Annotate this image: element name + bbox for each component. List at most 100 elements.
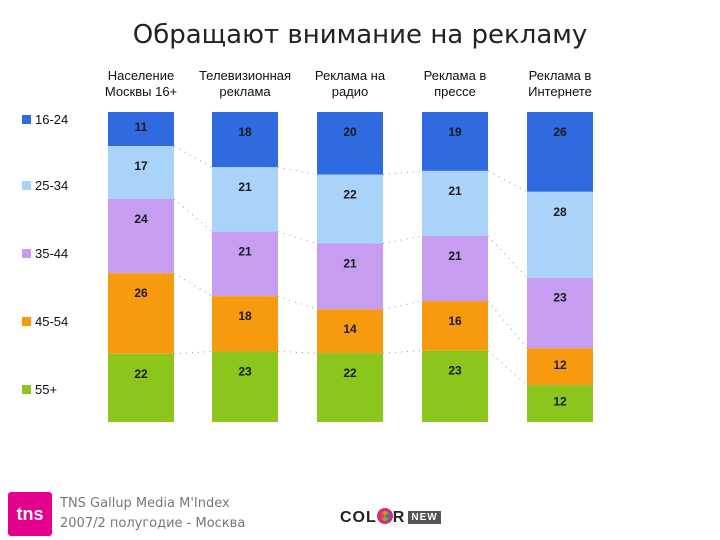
data-label: 22 xyxy=(343,188,357,202)
series-connector-line xyxy=(277,350,318,354)
legend-swatch xyxy=(22,115,31,124)
bar-segment xyxy=(527,191,593,278)
series-connector-line xyxy=(173,350,213,355)
data-label: 21 xyxy=(343,257,357,271)
bar-segment xyxy=(108,353,174,422)
category-header: Реклама на радио xyxy=(295,68,405,100)
data-label: 21 xyxy=(448,249,462,263)
data-label: 24 xyxy=(134,212,148,226)
chart-title: Обращают внимание на рекламу xyxy=(132,20,588,50)
data-label: 21 xyxy=(448,184,462,198)
bar-segment xyxy=(527,385,593,422)
category-header-line: прессе xyxy=(434,84,476,99)
data-label: 12 xyxy=(553,358,567,372)
color-wheel-icon xyxy=(376,508,393,524)
bar-segment xyxy=(422,170,488,236)
legend-item: 35-44 xyxy=(22,246,68,261)
legend-swatch xyxy=(22,249,31,258)
category-header: Население Москвы 16+ xyxy=(86,68,196,100)
series-connector-line xyxy=(277,166,318,176)
series-connector-line xyxy=(173,272,213,297)
legend-swatch xyxy=(22,385,31,394)
series-connector-line xyxy=(277,231,318,244)
data-label: 17 xyxy=(134,159,148,173)
bar-segment xyxy=(422,236,488,302)
category-header-line: Интернете xyxy=(528,84,592,99)
data-label: 28 xyxy=(553,205,567,219)
data-label: 16 xyxy=(448,314,462,328)
series-connector-line xyxy=(173,145,213,168)
bar-segment xyxy=(317,243,383,310)
legend-item: 45-54 xyxy=(22,314,68,329)
color-logo-prefix: COL xyxy=(340,509,377,526)
bar-segment xyxy=(317,112,383,175)
legend-item: 25-34 xyxy=(22,178,68,193)
bar-segment xyxy=(108,146,174,199)
legend-label: 55+ xyxy=(35,382,58,397)
series-connector-line xyxy=(382,235,423,245)
tns-logo: tns xyxy=(8,492,52,536)
series-connector-line xyxy=(487,170,528,193)
source-line-2: 2007/2 полугодие - Москва xyxy=(60,516,246,531)
data-label: 26 xyxy=(134,286,148,300)
category-header: Реклама в Интернете xyxy=(505,68,615,100)
data-label: 21 xyxy=(238,180,252,194)
data-label: 14 xyxy=(343,322,357,336)
category-header-line: Телевизионная xyxy=(198,68,292,83)
data-label: 21 xyxy=(238,245,252,259)
series-connector-line xyxy=(277,295,318,310)
bar-segment xyxy=(108,198,174,274)
bar-segment xyxy=(212,231,278,297)
legend-swatch xyxy=(22,317,31,326)
series-connector-line xyxy=(382,170,423,176)
bar-segment xyxy=(212,167,278,232)
category-header-line: Реклама в xyxy=(528,68,592,83)
series-connector-line xyxy=(487,300,528,349)
data-label: 22 xyxy=(134,367,148,381)
new-badge: NEW xyxy=(408,511,441,524)
legend-label: 25-34 xyxy=(35,178,69,193)
bar-segment xyxy=(108,112,174,147)
data-label: 18 xyxy=(238,309,252,323)
bar-segment xyxy=(212,112,278,168)
color-new-logo: COL R NEW xyxy=(340,508,441,532)
bar-segment xyxy=(527,348,593,386)
bar-segment xyxy=(422,112,488,171)
data-label: 23 xyxy=(553,291,567,305)
legend-swatch xyxy=(22,181,31,190)
data-label: 12 xyxy=(553,395,567,409)
source-line-1: TNS Gallup Media M'Index xyxy=(60,496,230,511)
category-header-line: Реклама в xyxy=(423,68,487,83)
category-header-line: радио xyxy=(331,84,369,99)
category-header: Реклама в прессе xyxy=(400,68,510,100)
bar-segment xyxy=(422,301,488,351)
bar-segment xyxy=(317,309,383,354)
bar-segment xyxy=(527,277,593,349)
category-header: Телевизионная реклама xyxy=(190,68,300,100)
category-header-line: Москвы 16+ xyxy=(104,84,178,99)
legend-item: 16-24 xyxy=(22,112,68,127)
series-connector-line xyxy=(487,235,528,279)
legend-label: 16-24 xyxy=(35,112,69,127)
series-connector-line xyxy=(173,198,213,233)
bar-segment xyxy=(212,296,278,352)
category-header-line: реклама xyxy=(219,84,271,99)
series-connector-line xyxy=(382,350,423,354)
legend-item: 55+ xyxy=(22,382,57,397)
bar-segment xyxy=(317,174,383,244)
legend-label: 35-44 xyxy=(35,246,69,261)
data-label: 18 xyxy=(238,125,252,139)
data-label: 20 xyxy=(343,125,357,139)
series-connector-line xyxy=(382,300,423,310)
color-logo-suffix: R xyxy=(392,509,406,526)
bar-segment xyxy=(422,350,488,422)
data-label: 11 xyxy=(135,120,148,134)
series-connector-line xyxy=(487,350,528,386)
data-label: 19 xyxy=(448,125,462,139)
legend-label: 45-54 xyxy=(35,314,69,329)
bar-segment xyxy=(527,112,593,192)
category-header-line: Реклама на xyxy=(314,68,386,83)
data-label: 26 xyxy=(553,125,567,139)
bar-segment xyxy=(108,273,174,354)
